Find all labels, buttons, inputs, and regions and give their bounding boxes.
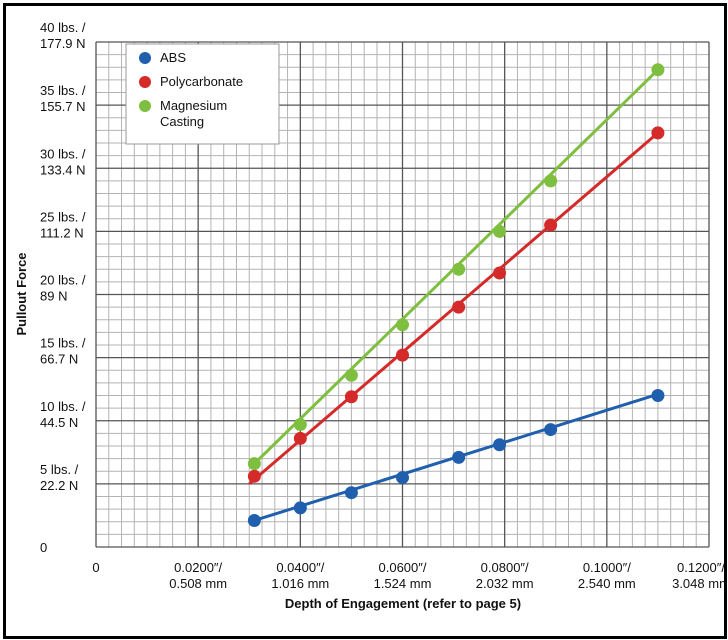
series-1-point-3: [396, 348, 409, 362]
x-tick-label-3-0: 0.0600″/: [379, 560, 427, 575]
y-tick-label-3-1: 66.7 N: [40, 352, 78, 367]
x-tick-label-1-0: 0.0200″/: [174, 560, 222, 575]
y-tick-label-1-1: 22.2 N: [40, 478, 78, 493]
legend-label-2-0: Magnesium: [160, 98, 227, 113]
series-0-point-2: [344, 486, 358, 500]
series-1-point-1: [293, 431, 307, 445]
x-tick-label-2-1: 1.016 mm: [271, 576, 329, 591]
series-0-point-3: [396, 471, 409, 485]
y-tick-label-1-0: 5 lbs. /: [40, 462, 79, 477]
y-tick-label-4-1: 89 N: [40, 289, 67, 304]
legend-marker-2: [139, 100, 151, 112]
x-tick-label-2-0: 0.0400″/: [276, 560, 324, 575]
x-tick-label-5-1: 2.540 mm: [578, 576, 636, 591]
series-0-point-6: [544, 423, 558, 437]
series-2-point-2: [344, 368, 358, 382]
y-tick-label-2-0: 10 lbs. /: [40, 399, 86, 414]
y-tick-label-5-0: 25 lbs. /: [40, 209, 86, 224]
series-2-point-5: [493, 224, 507, 238]
pullout-force-chart: 0 0.0200″/0.508 mm 0.0400″/1.016 mm 0.0600″…: [14, 20, 724, 611]
legend-box: [125, 43, 280, 145]
legend-label-0-0: ABS: [160, 50, 186, 65]
y-tick-label-5-1: 111.2 N: [40, 225, 84, 240]
x-tick-label-6-1: 3.048 mm: [672, 576, 724, 591]
x-tick-label-3-1: 1.524 mm: [374, 576, 432, 591]
x-tick-label-6-0: 0.1200″/: [677, 560, 724, 575]
y-tick-label-7-0: 35 lbs. /: [40, 83, 86, 98]
series-2-point-0: [247, 457, 261, 471]
y-tick-label-7-1: 155.7 N: [40, 99, 86, 114]
series-1-point-7: [651, 126, 665, 140]
y-tick-label-8-0: 40 lbs. /: [40, 20, 86, 35]
series-1-point-6: [544, 218, 558, 232]
series-2-point-7: [651, 63, 665, 77]
y-tick-labels: 0 5 lbs. /22.2 N 10 lbs. /44.5 N 15 lbs. /6…: [40, 20, 86, 555]
y-tick-label-6-1: 133.4 N: [40, 162, 86, 177]
series-2-point-3: [396, 318, 409, 332]
series-0-point-0: [247, 513, 261, 527]
y-tick-label-6-0: 30 lbs. /: [40, 146, 86, 161]
x-tick-labels: 0 0.0200″/0.508 mm 0.0400″/1.016 mm 0.0600″…: [92, 560, 724, 591]
series-1-point-5: [493, 266, 507, 280]
y-tick-label-3-0: 15 lbs. /: [40, 336, 86, 351]
y-tick-label-2-1: 44.5 N: [40, 415, 78, 430]
series-1-point-4: [452, 300, 466, 314]
series-1-point-2: [344, 390, 358, 404]
series-1-point-0: [247, 469, 261, 483]
series-0-point-4: [452, 450, 466, 464]
x-tick-label-1-1: 0.508 mm: [169, 576, 227, 591]
series-0-point-1: [293, 501, 307, 515]
y-tick-label-8-1: 177.9 N: [40, 36, 86, 51]
chart-frame: 0 0.0200″/0.508 mm 0.0400″/1.016 mm 0.0600″…: [3, 3, 727, 639]
y-axis-label: Pullout Force: [14, 252, 29, 335]
x-tick-label-4-1: 2.032 mm: [476, 576, 534, 591]
legend-label-1-0: Polycarbonate: [160, 74, 243, 89]
series-2-point-6: [544, 174, 558, 188]
legend-label-2-1: Casting: [160, 114, 204, 129]
series-0-point-7: [651, 389, 665, 402]
legend-marker-0: [139, 52, 151, 64]
series-0-point-5: [493, 438, 507, 452]
x-tick-label-5-0: 0.1000″/: [583, 560, 631, 575]
x-tick-label-0-0: 0: [92, 560, 99, 575]
legend-marker-1: [139, 76, 151, 88]
x-axis-label: Depth of Engagement (refer to page 5): [285, 596, 521, 611]
y-tick-label-0-0: 0: [40, 540, 47, 555]
y-tick-label-4-0: 20 lbs. /: [40, 273, 86, 288]
x-tick-label-4-0: 0.0800″/: [481, 560, 529, 575]
data-points: [247, 63, 665, 527]
series-2-point-1: [293, 418, 307, 432]
series-2-point-4: [452, 262, 466, 276]
